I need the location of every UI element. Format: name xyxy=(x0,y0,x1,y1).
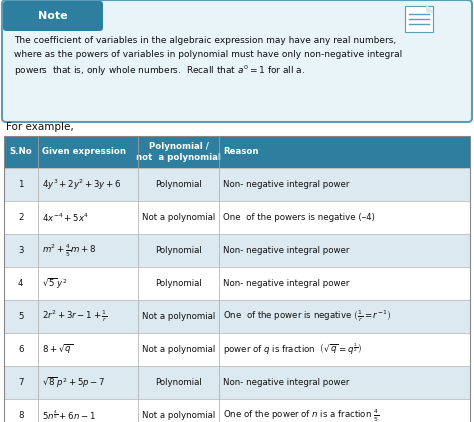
Text: Polynomial: Polynomial xyxy=(155,378,202,387)
Text: $m^2 + \frac{4}{5}m + 8$: $m^2 + \frac{4}{5}m + 8$ xyxy=(42,242,96,259)
Text: 3: 3 xyxy=(18,246,24,255)
Text: Polynomial: Polynomial xyxy=(155,279,202,288)
Text: $4x^{-4} + 5x^4$: $4x^{-4} + 5x^4$ xyxy=(42,211,89,224)
Bar xyxy=(4,168,470,201)
FancyBboxPatch shape xyxy=(405,6,433,32)
Text: Not a polynomial: Not a polynomial xyxy=(142,213,215,222)
Text: $2r^2 + 3r - 1 + \frac{1}{r}$: $2r^2 + 3r - 1 + \frac{1}{r}$ xyxy=(42,308,107,325)
Text: 7: 7 xyxy=(18,378,24,387)
FancyBboxPatch shape xyxy=(3,1,103,31)
Text: One  of the powers is negative (–4): One of the powers is negative (–4) xyxy=(223,213,375,222)
Bar xyxy=(4,136,470,168)
Text: The coefficient of variables in the algebraic expression may have any real numbe: The coefficient of variables in the alge… xyxy=(14,36,396,45)
Text: Polynomial /
not  a polynomial: Polynomial / not a polynomial xyxy=(136,142,221,162)
Bar xyxy=(4,366,470,399)
Text: 4: 4 xyxy=(18,279,24,288)
Text: 2: 2 xyxy=(18,213,24,222)
Text: Non- negative integral power: Non- negative integral power xyxy=(223,246,350,255)
Text: 5: 5 xyxy=(18,312,24,321)
FancyBboxPatch shape xyxy=(2,0,472,122)
Bar xyxy=(4,136,470,422)
Text: Non- negative integral power: Non- negative integral power xyxy=(223,279,350,288)
Text: where as the powers of variables in polynomial must have only non-negative integ: where as the powers of variables in poly… xyxy=(14,50,402,59)
Text: Polynomial: Polynomial xyxy=(155,180,202,189)
Bar xyxy=(4,201,470,234)
Text: $5n^{\frac{4}{5}} + 6n - 1$: $5n^{\frac{4}{5}} + 6n - 1$ xyxy=(42,409,95,422)
Text: For example,: For example, xyxy=(6,122,74,132)
Text: Polynomial: Polynomial xyxy=(155,246,202,255)
Text: Note: Note xyxy=(38,11,68,21)
Bar xyxy=(4,234,470,267)
Text: Not a polynomial: Not a polynomial xyxy=(142,411,215,420)
Text: One  of the power is negative $\left(\frac{1}{r} = r^{-1}\right)$: One of the power is negative $\left(\fra… xyxy=(223,308,392,325)
Text: 6: 6 xyxy=(18,345,24,354)
Text: One of the power of $n$ is a fraction $\frac{4}{5}$: One of the power of $n$ is a fraction $\… xyxy=(223,407,380,422)
Text: Given expression: Given expression xyxy=(42,148,126,157)
Text: S.No: S.No xyxy=(9,148,32,157)
Text: Non- negative integral power: Non- negative integral power xyxy=(223,378,350,387)
Bar xyxy=(4,267,470,300)
Text: Reason: Reason xyxy=(223,148,259,157)
Text: $4y^3 + 2y^2 + 3y + 6$: $4y^3 + 2y^2 + 3y + 6$ xyxy=(42,177,121,192)
Text: Non- negative integral power: Non- negative integral power xyxy=(223,180,350,189)
Polygon shape xyxy=(427,6,433,12)
Text: $8 + \sqrt{q}$: $8 + \sqrt{q}$ xyxy=(42,343,73,356)
Text: 8: 8 xyxy=(18,411,24,420)
Bar xyxy=(4,333,470,366)
Text: 1: 1 xyxy=(18,180,24,189)
Text: Not a polynomial: Not a polynomial xyxy=(142,312,215,321)
Bar xyxy=(4,399,470,422)
Text: $\sqrt{5}\, y^2$: $\sqrt{5}\, y^2$ xyxy=(42,276,67,291)
Text: $\sqrt{8}\, p^2 + 5p - 7$: $\sqrt{8}\, p^2 + 5p - 7$ xyxy=(42,375,105,390)
Text: Not a polynomial: Not a polynomial xyxy=(142,345,215,354)
Bar xyxy=(4,300,470,333)
Text: power of $q$ is fraction  $\left(\sqrt{q} = q^{\frac{1}{2}}\right)$: power of $q$ is fraction $\left(\sqrt{q}… xyxy=(223,342,362,357)
Text: powers  that is, only whole numbers.  Recall that $a^0 = 1$ for all a.: powers that is, only whole numbers. Reca… xyxy=(14,64,305,78)
